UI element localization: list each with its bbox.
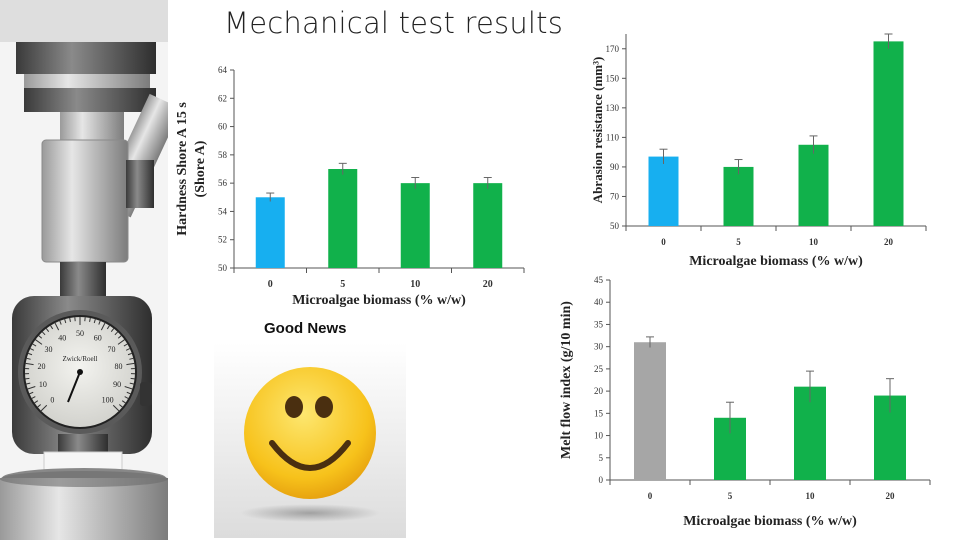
y-tick-label: 15 bbox=[594, 408, 604, 418]
bar bbox=[473, 183, 503, 268]
bar bbox=[400, 183, 430, 268]
gauge-scale-label: 50 bbox=[76, 329, 84, 338]
gauge-scale-label: 0 bbox=[50, 396, 54, 405]
bar bbox=[723, 166, 754, 226]
melt-flow-chart: 0 5 10 15 20 25 30 35 40 45 0 5 10 20 Microalgae bioma… bbox=[559, 275, 931, 529]
x-tick-label: 5 bbox=[728, 491, 733, 501]
y-tick-label: 150 bbox=[606, 73, 620, 83]
y-axis-label: Abrasion resistance (mm³) bbox=[590, 57, 605, 204]
y-axis-label: Melt flow index (g/10 min) bbox=[559, 301, 574, 459]
y-axis-label-unit: (Shore A) bbox=[193, 140, 208, 197]
y-tick-label: 64 bbox=[218, 65, 228, 75]
x-tick-label: 0 bbox=[661, 237, 666, 247]
y-tick-label: 10 bbox=[594, 431, 604, 441]
y-tick-label: 5 bbox=[599, 453, 604, 463]
bar bbox=[798, 144, 829, 226]
gauge-scale-label: 60 bbox=[94, 333, 102, 342]
smiley-icon bbox=[214, 343, 406, 538]
bar bbox=[873, 41, 904, 226]
bar bbox=[648, 156, 679, 226]
x-tick-label: 20 bbox=[884, 237, 894, 247]
y-tick-label: 50 bbox=[610, 221, 620, 231]
y-tick-label: 56 bbox=[218, 178, 228, 188]
y-tick-label: 52 bbox=[218, 235, 227, 245]
x-tick-label: 20 bbox=[886, 491, 896, 501]
slide-title: Mechanical test results bbox=[224, 6, 564, 40]
y-tick-label: 110 bbox=[606, 132, 620, 142]
gauge-scale-label: 80 bbox=[115, 362, 123, 371]
gauge-brand: Zwick/Roell bbox=[63, 355, 98, 363]
hardness-chart: 50 52 54 56 58 60 62 64 0 5 10 20 Microalgae biomass… bbox=[175, 65, 525, 308]
durometer-photo: 010 20 30 40 50 60 70 80 90 100 Zwick/Roell bbox=[0, 0, 168, 540]
x-tick-label: 10 bbox=[410, 279, 420, 290]
good-news-label: Good News bbox=[264, 320, 347, 337]
gauge-scale-label: 40 bbox=[58, 333, 66, 342]
x-tick-label: 10 bbox=[806, 491, 816, 501]
y-tick-label: 170 bbox=[606, 44, 620, 54]
y-tick-label: 25 bbox=[594, 364, 604, 374]
gauge-scale-label: 70 bbox=[108, 345, 116, 354]
bar bbox=[634, 342, 666, 480]
y-tick-label: 20 bbox=[594, 386, 604, 396]
y-tick-label: 45 bbox=[594, 275, 604, 285]
bar bbox=[328, 169, 358, 268]
y-axis-label: Hardness Shore A 15 s bbox=[175, 102, 190, 236]
gauge-scale-label: 10 bbox=[39, 380, 47, 389]
x-axis-label: Microalgae biomass (% w/w) bbox=[292, 293, 466, 308]
y-tick-label: 62 bbox=[218, 93, 227, 103]
x-tick-label: 0 bbox=[648, 491, 653, 501]
x-tick-label: 10 bbox=[809, 237, 819, 247]
y-tick-label: 30 bbox=[594, 342, 604, 352]
x-tick-label: 5 bbox=[340, 279, 345, 290]
gauge-scale-label: 90 bbox=[113, 380, 121, 389]
x-tick-label: 5 bbox=[736, 237, 741, 247]
y-tick-label: 130 bbox=[606, 103, 620, 113]
y-tick-label: 70 bbox=[610, 191, 620, 201]
y-tick-label: 54 bbox=[218, 206, 228, 216]
y-tick-label: 35 bbox=[594, 319, 604, 329]
y-tick-label: 40 bbox=[594, 297, 604, 307]
y-tick-label: 50 bbox=[218, 263, 228, 273]
x-axis-label: Microalgae biomass (% w/w) bbox=[683, 514, 857, 529]
y-tick-label: 0 bbox=[599, 475, 604, 485]
y-tick-label: 60 bbox=[218, 122, 228, 132]
abrasion-chart: 50 70 90 110 130 150 170 0 5 10 20 Microalgae bioma… bbox=[590, 33, 927, 269]
y-tick-label: 90 bbox=[610, 162, 620, 172]
y-tick-label: 58 bbox=[218, 150, 228, 160]
gauge-scale-label: 30 bbox=[44, 345, 52, 354]
bar bbox=[255, 197, 285, 268]
gauge-scale-label: 100 bbox=[102, 396, 114, 405]
x-axis-label: Microalgae biomass (% w/w) bbox=[689, 254, 863, 269]
x-tick-label: 20 bbox=[483, 279, 493, 290]
gauge-scale-label: 20 bbox=[37, 362, 45, 371]
x-tick-label: 0 bbox=[268, 279, 273, 290]
